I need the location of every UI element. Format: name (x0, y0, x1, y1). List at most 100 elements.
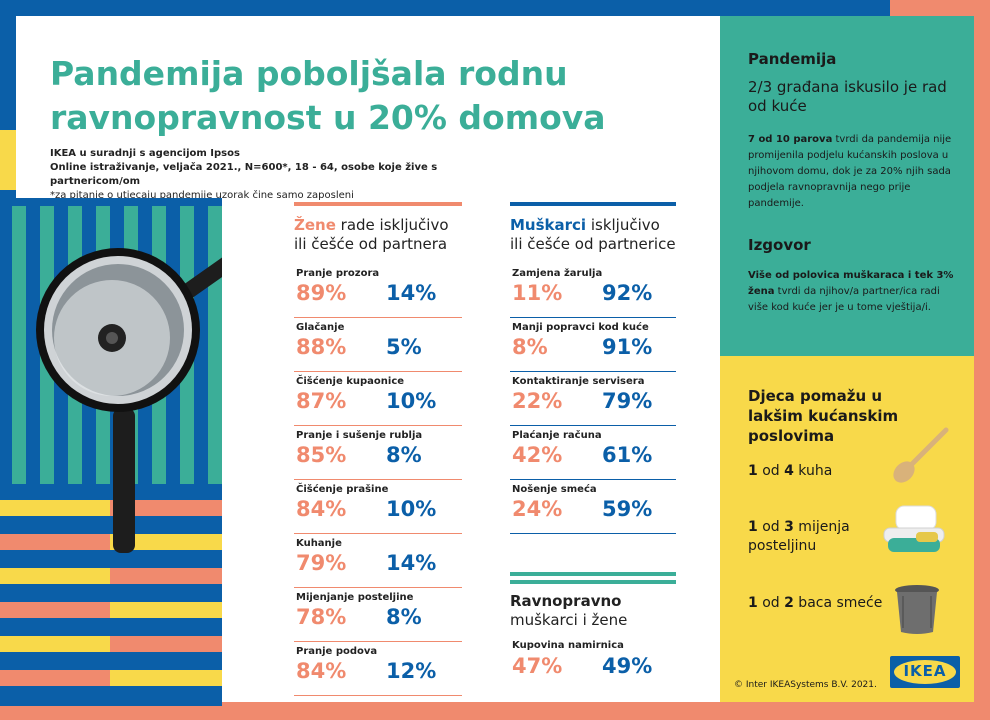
women-row-label: Pranje podova (296, 646, 378, 657)
men-row-label: Kontaktiranje servisera (512, 376, 645, 387)
men-row-men-value: 92% (602, 281, 653, 305)
kids-item-mid: od (757, 463, 785, 479)
equal-heading-bold: Ravnopravno (510, 592, 622, 610)
men-row-label: Nošenje smeća (512, 484, 597, 495)
women-row-label: Mijenjanje posteljine (296, 592, 414, 603)
men-row: Manji popravci kod kuće 8% 91% (510, 318, 676, 372)
wooden-spoon-icon (893, 427, 949, 483)
kids-item-bedding: 1 od 3 mijenja posteljinu (748, 518, 898, 556)
women-row-men-value: 12% (386, 659, 437, 683)
kids-item-num: 3 (784, 519, 794, 535)
equal-heading-rest: muškarci i žene (510, 611, 628, 629)
equal-divider-bar-2 (510, 580, 676, 584)
women-row-women-value: 78% (296, 605, 347, 629)
men-row-label: Plaćanje računa (512, 430, 602, 441)
pandemic-text-rest: tvrdi da pandemija nije promijenila podj… (748, 134, 952, 209)
men-row-men-value: 59% (602, 497, 653, 521)
women-row: Pranje podova 84% 12% (294, 642, 462, 696)
men-row-women-value: 8% (512, 335, 548, 359)
women-row: Kuhanje 79% 14% (294, 534, 462, 588)
women-row-women-value: 85% (296, 443, 347, 467)
kids-item-num: 4 (784, 463, 794, 479)
women-column-bar (294, 202, 462, 206)
pan-illustration (0, 198, 222, 706)
men-row: Kontaktiranje servisera 22% 79% (510, 372, 676, 426)
women-row-women-value: 88% (296, 335, 347, 359)
men-row-label: Zamjena žarulja (512, 268, 603, 279)
women-row: Pranje prozora 89% 14% (294, 264, 462, 318)
women-row-women-value: 89% (296, 281, 347, 305)
men-row: Plaćanje računa 42% 61% (510, 426, 676, 480)
kids-item-mid: od (757, 519, 785, 535)
women-row-men-value: 10% (386, 389, 437, 413)
ikea-logo-text: IKEA (903, 662, 947, 680)
women-row: Mijenjanje posteljine 78% 8% (294, 588, 462, 642)
equal-row: Kupovina namirnica 47% 49% (510, 636, 676, 690)
women-row-label: Kuhanje (296, 538, 342, 549)
kids-item-text: baca smeće (793, 595, 883, 611)
women-row-men-value: 5% (386, 335, 422, 359)
bedding-icon (883, 505, 945, 552)
pandemic-heading: Pandemija (748, 50, 837, 68)
meta-line-1: IKEA u suradnji s agencijom Ipsos (50, 148, 240, 159)
women-row-men-value: 8% (386, 443, 422, 467)
pan-illustration-svg (0, 198, 222, 706)
meta-line-2: Online istraživanje, veljača 2021., N=60… (50, 162, 438, 187)
men-row-men-value: 79% (602, 389, 653, 413)
men-column-heading: Muškarci isključivo ili češće od partner… (510, 216, 676, 254)
equal-divider-bar-1 (510, 572, 676, 576)
women-row: Pranje i sušenje rublja 85% 8% (294, 426, 462, 480)
pandemic-subtitle: 2/3 građana iskusilo je rad od kuće (748, 78, 947, 115)
excuse-text-rest: tvrdi da njihov/a partner/ica radi više … (748, 286, 940, 313)
women-row: Čišćenje kupaonice 87% 10% (294, 372, 462, 426)
women-row-label: Čišćenje kupaonice (296, 376, 405, 387)
equal-row-men-value: 49% (602, 654, 653, 678)
men-heading-rest: isključivo ili češće od partnerice (510, 216, 676, 253)
women-row-label: Glačanje (296, 322, 345, 333)
equal-heading: Ravnopravno muškarci i žene (510, 592, 676, 630)
women-row-label: Čišćenje prašine (296, 484, 389, 495)
men-row-label: Manji popravci kod kuće (512, 322, 649, 333)
women-row: Glačanje 88% 5% (294, 318, 462, 372)
frame-left-accent (0, 130, 16, 190)
women-heading-rest: rade isključivo ili češće od partnera (294, 216, 449, 253)
men-row-women-value: 11% (512, 281, 563, 305)
men-column-bar (510, 202, 676, 206)
pandemic-panel: Pandemija 2/3 građana iskusilo je rad od… (720, 16, 974, 356)
women-row-women-value: 87% (296, 389, 347, 413)
excuse-text-bold: Više od polovica muškaraca i tek 3% žena (748, 270, 954, 297)
trash-bin-icon (895, 585, 939, 634)
excuse-text: Više od polovica muškaraca i tek 3% žena… (748, 268, 958, 316)
women-column-heading: Žene rade isključivo ili češće od partne… (294, 216, 462, 254)
women-row-men-value: 8% (386, 605, 422, 629)
pandemic-text-bold: 7 od 10 parova (748, 134, 833, 145)
men-row-women-value: 22% (512, 389, 563, 413)
women-row-women-value: 84% (296, 659, 347, 683)
equal-row-label: Kupovina namirnica (512, 640, 624, 651)
kids-item-cooking: 1 od 4 kuha (748, 462, 898, 481)
men-row-women-value: 42% (512, 443, 563, 467)
kids-item-num: 2 (784, 595, 794, 611)
women-row: Čišćenje prašine 84% 10% (294, 480, 462, 534)
kids-item-mid: od (757, 595, 785, 611)
kids-item-num: 1 (748, 463, 758, 479)
men-row-women-value: 24% (512, 497, 563, 521)
pandemic-text: 7 od 10 parova tvrdi da pandemija nije p… (748, 132, 958, 212)
men-heading-highlight: Muškarci (510, 216, 587, 234)
kids-item-text: mijenja posteljinu (748, 519, 850, 554)
survey-meta: IKEA u suradnji s agencijom Ipsos Online… (50, 147, 520, 203)
kids-item-num: 1 (748, 519, 758, 535)
meta-line-3: *za pitanje o utjecaju pandemije uzorak … (50, 190, 354, 201)
page-title: Pandemija poboljšala rodnu ravnopravnost… (50, 54, 606, 137)
women-row-men-value: 14% (386, 281, 437, 305)
men-row-men-value: 61% (602, 443, 653, 467)
men-row: Nošenje smeća 24% 59% (510, 480, 676, 534)
men-row-men-value: 91% (602, 335, 653, 359)
women-row-label: Pranje prozora (296, 268, 380, 279)
ikea-logo: IKEA (890, 656, 960, 688)
frame-top (0, 0, 990, 16)
women-row-women-value: 79% (296, 551, 347, 575)
ikea-logo-oval (894, 660, 956, 684)
copyright: © Inter IKEASystems B.V. 2021. (734, 680, 877, 690)
kids-item-text: kuha (793, 463, 833, 479)
